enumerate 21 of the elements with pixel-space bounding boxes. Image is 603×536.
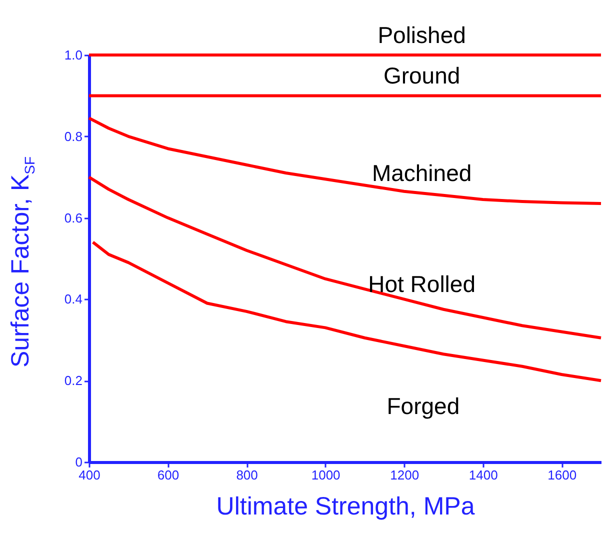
series-label: Machined	[372, 160, 472, 186]
y-tick-label: 1.0	[64, 48, 82, 62]
series-label: Hot Rolled	[368, 270, 476, 297]
line-series	[88, 116, 602, 206]
x-tick-label: 1400	[468, 468, 498, 482]
series-label: Forged	[386, 392, 460, 419]
series-label: Ground	[383, 62, 460, 89]
y-tick-label: 0.6	[64, 210, 82, 226]
y-tick-label: 0.4	[64, 292, 82, 307]
series-label: Polished	[378, 22, 466, 48]
x-tick-label: 1000	[311, 468, 340, 482]
x-tick-label: 600	[157, 468, 180, 482]
x-tick-label: 1600	[548, 468, 577, 482]
x-tick-label: 400	[78, 468, 100, 482]
x-tick-label: 800	[236, 468, 258, 482]
x-axis-title: Ultimate Strength, MPa	[216, 492, 475, 520]
y-tick-label: 0.8	[64, 128, 82, 144]
y-tick-label: 0.2	[64, 373, 82, 388]
line-series	[91, 240, 602, 382]
y-tick-label: 0	[75, 454, 82, 470]
x-tick-label: 1200	[390, 468, 420, 482]
